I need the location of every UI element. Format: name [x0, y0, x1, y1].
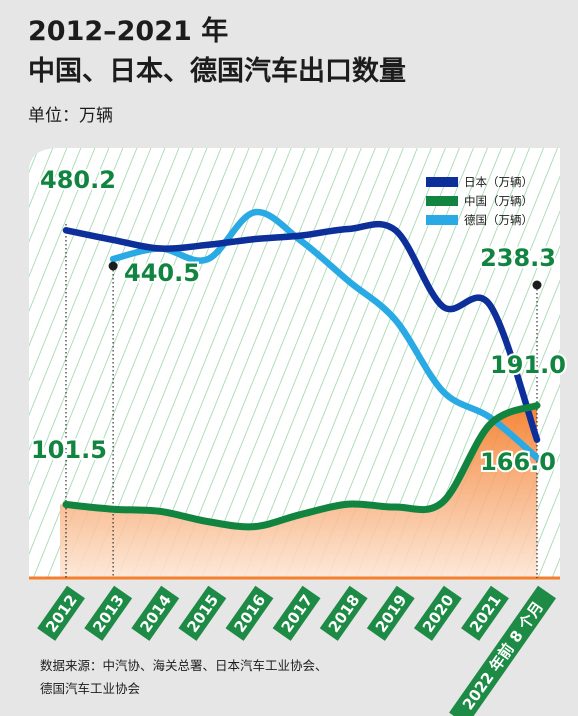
germany-2013-marker	[108, 261, 118, 271]
label-germany-2022: 166.0	[480, 448, 556, 476]
x-tick-badge	[272, 585, 321, 641]
label-japan-2022: 191.0	[490, 351, 566, 379]
x-tick-badge	[449, 585, 557, 716]
x-tick-badge	[131, 585, 180, 641]
x-tick-label: 2018	[319, 585, 368, 641]
unit-label: 单位：万辆	[28, 106, 113, 126]
legend-swatch	[426, 196, 458, 206]
x-tick-label: 2012	[37, 585, 86, 641]
label-germany-2013: 440.5	[124, 259, 200, 287]
x-tick-label: 2019	[366, 585, 415, 641]
x-tick-badge	[37, 585, 86, 641]
x-tick-badge	[461, 585, 509, 641]
legend-label: 中国（万辆）	[464, 194, 533, 208]
legend-swatch	[426, 177, 458, 187]
x-tick-badge	[413, 585, 462, 641]
legend-label: 德国（万辆）	[464, 213, 533, 227]
x-tick-label: 2021	[461, 585, 509, 641]
x-tick-badge	[319, 585, 368, 641]
japan-series-line	[62, 220, 541, 443]
china-area-fill	[60, 405, 537, 578]
x-tick-badge	[84, 585, 133, 641]
x-tick-badge	[225, 585, 274, 641]
source-line-1: 数据来源：中汽协、海关总署、日本汽车工业协会、	[40, 658, 328, 673]
title-line-1: 2012–2021 年	[28, 16, 229, 47]
germany-series-line	[109, 208, 541, 462]
chart-title: 2012–2021 年 中国、日本、德国汽车出口数量	[28, 12, 406, 92]
data-source-note: 数据来源：中汽协、海关总署、日本汽车工业协会、 德国汽车工业协会	[40, 654, 420, 700]
x-tick-label: 2020	[413, 585, 462, 641]
x-tick-badge	[366, 585, 415, 641]
x-tick-label: 2014	[131, 585, 180, 641]
china-2022-marker	[532, 280, 542, 290]
legend-label: 日本（万辆）	[464, 175, 533, 189]
x-tick-label: 2015	[178, 585, 227, 641]
x-tick-label: 2016	[225, 585, 274, 641]
label-japan-2012: 480.2	[40, 166, 116, 194]
x-tick-label: 2013	[84, 585, 133, 641]
label-china-2022: 238.3	[480, 244, 556, 272]
label-china-2012: 101.5	[31, 436, 107, 464]
legend: 日本（万辆） 中国（万辆） 德国（万辆）	[426, 175, 533, 227]
title-line-2: 中国、日本、德国汽车出口数量	[28, 56, 406, 87]
legend-swatch	[426, 215, 458, 225]
china-series-line	[62, 402, 541, 531]
x-tick-label: 2017	[272, 585, 321, 641]
x-tick-badge	[178, 585, 227, 641]
source-line-2: 德国汽车工业协会	[40, 681, 141, 696]
